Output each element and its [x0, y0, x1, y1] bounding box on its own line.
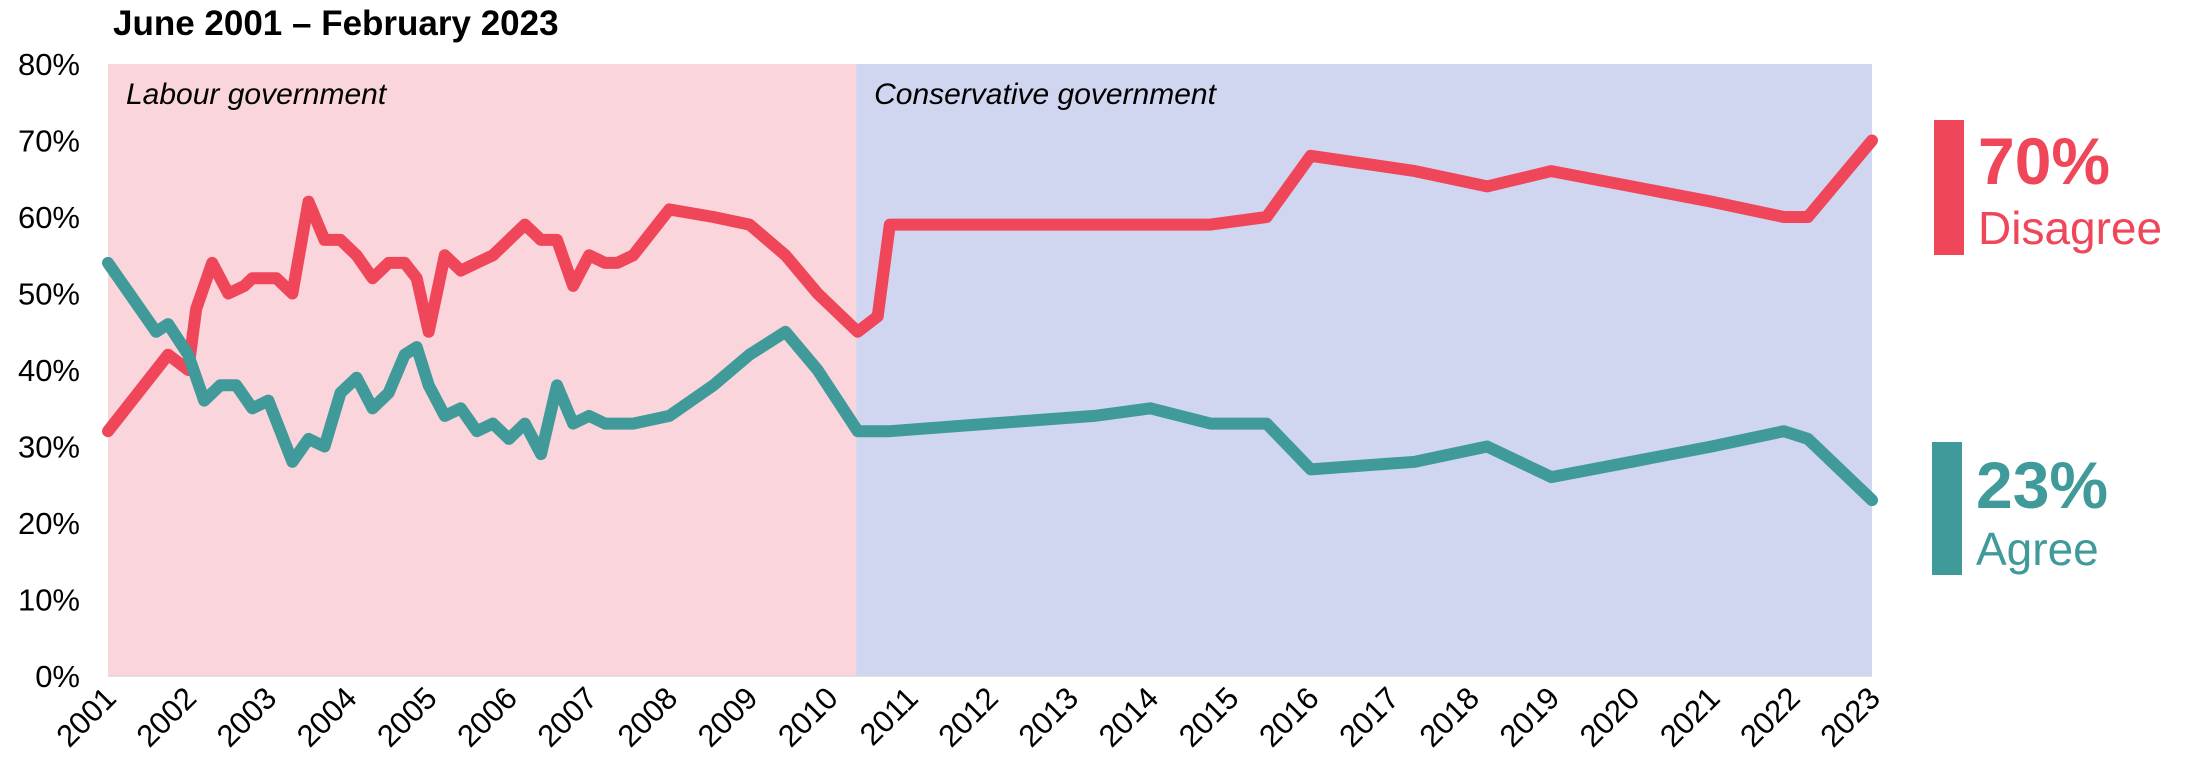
conservative-period-label: Conservative government — [874, 78, 1218, 111]
x-tick-label: 2021 — [1653, 680, 1727, 754]
x-tick-label: 2002 — [130, 680, 204, 754]
chart-title: June 2001 – February 2023 — [113, 4, 559, 43]
x-tick-label: 2004 — [290, 680, 364, 754]
x-tick-label: 2006 — [450, 680, 524, 754]
x-tick-label: 2012 — [931, 680, 1005, 754]
y-tick-label: 60% — [18, 200, 80, 235]
x-tick-label: 2007 — [531, 680, 605, 754]
x-tick-label: 2003 — [210, 680, 284, 754]
conservative-period-band — [856, 64, 1872, 676]
government-period-labels: Labour government Conservative government — [126, 78, 1218, 111]
agree-callout-label: Agree — [1976, 523, 2099, 575]
disagree-callout-bar — [1934, 120, 1964, 255]
agree-series-line — [102, 256, 1878, 507]
series-lines — [102, 134, 1878, 507]
x-tick-label: 2013 — [1012, 680, 1086, 754]
x-tick-label: 2022 — [1733, 680, 1807, 754]
x-tick-label: 2016 — [1252, 680, 1326, 754]
government-period-bands — [108, 64, 1872, 676]
labour-period-label: Labour government — [126, 78, 388, 111]
y-tick-label: 40% — [18, 353, 80, 388]
y-tick-label: 10% — [18, 583, 80, 618]
agree-callout-bar — [1932, 442, 1962, 575]
x-tick-label: 2020 — [1573, 680, 1647, 754]
agree-callout-value: 23% — [1976, 448, 2109, 522]
line-chart: Labour government Conservative government… — [18, 47, 1887, 754]
disagree-series-line — [102, 134, 1878, 438]
disagree-callout-label: Disagree — [1978, 202, 2163, 254]
x-tick-label: 2014 — [1092, 680, 1166, 754]
x-tick-label: 2017 — [1332, 680, 1406, 754]
x-tick-label: 2011 — [853, 680, 925, 752]
x-tick-label: 2015 — [1172, 680, 1246, 754]
y-tick-label: 20% — [18, 506, 80, 541]
y-tick-label: 30% — [18, 430, 80, 465]
x-tick-label: 2010 — [771, 680, 845, 754]
x-tick-label: 2018 — [1413, 680, 1487, 754]
y-tick-label: 0% — [35, 659, 80, 694]
y-axis: 0% 10% 20% 30% 40% 50% 60% 70% 80% — [18, 47, 80, 694]
disagree-callout-value: 70% — [1978, 124, 2111, 198]
x-tick-label: 2009 — [691, 680, 765, 754]
x-tick-label: 2008 — [611, 680, 685, 754]
x-tick-label: 2019 — [1493, 680, 1567, 754]
x-tick-label: 2005 — [370, 680, 444, 754]
y-tick-label: 50% — [18, 277, 80, 312]
x-axis: 2001 2002 2003 2004 2005 2006 2007 2008 2009 2010… — [49, 675, 1887, 754]
y-tick-label: 70% — [18, 124, 80, 159]
y-tick-label: 80% — [18, 47, 80, 82]
x-tick-label: 2023 — [1813, 680, 1887, 754]
labour-period-band — [108, 64, 857, 676]
